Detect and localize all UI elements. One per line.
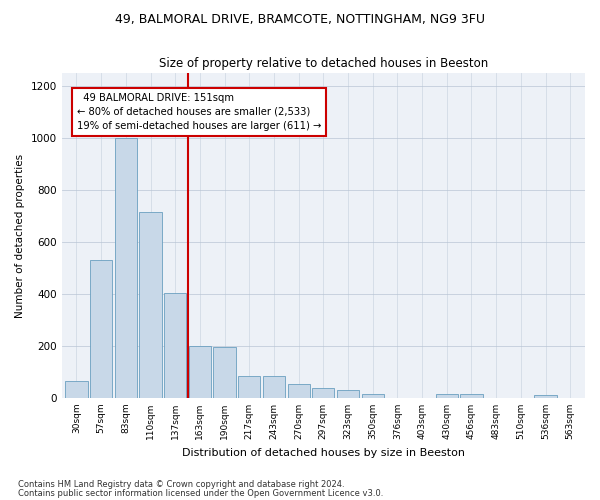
Text: 49, BALMORAL DRIVE, BRAMCOTE, NOTTINGHAM, NG9 3FU: 49, BALMORAL DRIVE, BRAMCOTE, NOTTINGHAM… bbox=[115, 12, 485, 26]
Bar bbox=[139, 212, 161, 398]
Text: Contains HM Land Registry data © Crown copyright and database right 2024.: Contains HM Land Registry data © Crown c… bbox=[18, 480, 344, 489]
Bar bbox=[238, 376, 260, 398]
Bar bbox=[287, 384, 310, 398]
Bar bbox=[460, 394, 482, 398]
Bar bbox=[362, 394, 384, 398]
Bar bbox=[214, 348, 236, 398]
Bar bbox=[263, 376, 285, 398]
Text: Contains public sector information licensed under the Open Government Licence v3: Contains public sector information licen… bbox=[18, 488, 383, 498]
Text: 49 BALMORAL DRIVE: 151sqm
← 80% of detached houses are smaller (2,533)
19% of se: 49 BALMORAL DRIVE: 151sqm ← 80% of detac… bbox=[77, 92, 321, 130]
Bar bbox=[337, 390, 359, 398]
Bar bbox=[189, 346, 211, 398]
Bar bbox=[312, 388, 334, 398]
Bar bbox=[164, 292, 187, 398]
X-axis label: Distribution of detached houses by size in Beeston: Distribution of detached houses by size … bbox=[182, 448, 465, 458]
Bar bbox=[90, 260, 112, 398]
Bar bbox=[436, 394, 458, 398]
Bar bbox=[535, 396, 557, 398]
Title: Size of property relative to detached houses in Beeston: Size of property relative to detached ho… bbox=[159, 58, 488, 70]
Bar bbox=[115, 138, 137, 398]
Bar bbox=[65, 381, 88, 398]
Y-axis label: Number of detached properties: Number of detached properties bbox=[15, 154, 25, 318]
